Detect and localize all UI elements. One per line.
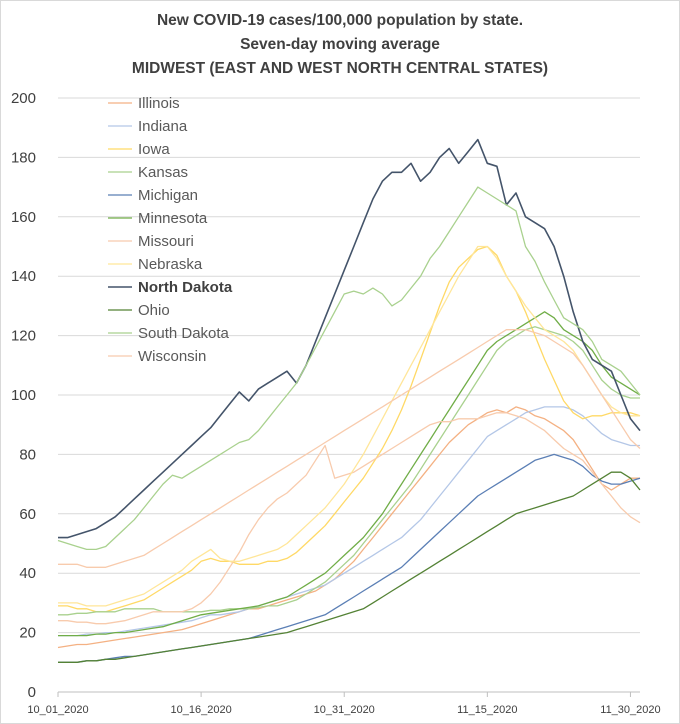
series-line-nebraska [58, 245, 640, 607]
legend-entry: Iowa [138, 141, 170, 158]
y-tick-label: 0 [28, 684, 36, 701]
legend-entry: Wisconsin [138, 348, 206, 365]
x-tick-label: 11_30_2020 [600, 704, 660, 716]
chart-region-subtitle: MIDWEST (EAST AND WEST NORTH CENTRAL STA… [131, 60, 549, 77]
legend-entry: South Dakota [138, 325, 230, 342]
y-tick-label: 180 [11, 149, 36, 166]
legend-entry: Nebraska [138, 256, 203, 273]
series-line-indiana [58, 406, 640, 637]
legend-entry: Michigan [138, 187, 198, 204]
y-tick-label: 20 [19, 625, 36, 642]
series-line-michigan [58, 453, 641, 663]
y-axis: 0 20 40 60 80 100 120 140 160 180 200 [11, 90, 36, 701]
y-tick-label: 200 [11, 90, 36, 107]
x-tick-label: 10_31_2020 [314, 704, 375, 716]
series-line-illinois [57, 406, 640, 649]
legend-entry: North Dakota [138, 279, 233, 296]
x-axis: 10_01_2020 10_16_2020 10_31_2020 11_15_2020… [27, 691, 661, 716]
legend-entry: Indiana [138, 118, 188, 135]
series-line-missouri [58, 412, 641, 625]
y-tick-label: 140 [11, 268, 36, 285]
legend-entry: Minnesota [138, 210, 208, 227]
series-line-south-dakota [57, 186, 641, 551]
legend-entry: Kansas [138, 164, 188, 181]
x-tick-label: 11_15_2020 [457, 704, 517, 716]
legend: Illinois Indiana Iowa Kansas Michigan Minneso… [108, 95, 233, 365]
y-tick-label: 80 [19, 446, 36, 463]
legend-entry: Illinois [138, 95, 180, 112]
series-line-kansas [58, 326, 640, 616]
series-line-ohio [58, 471, 641, 663]
series-lines [57, 138, 641, 663]
chart-title: New COVID-19 cases/100,000 population by… [156, 12, 524, 29]
series-line-north-dakota [58, 138, 641, 539]
series-line-minnesota [58, 311, 641, 637]
legend-entry: Missouri [138, 233, 194, 250]
legend-entry: Ohio [138, 302, 170, 319]
y-tick-label: 40 [19, 565, 36, 582]
y-tick-label: 100 [11, 387, 36, 404]
x-tick-label: 10_16_2020 [171, 704, 232, 716]
series-line-wisconsin [58, 329, 641, 568]
x-tick-label: 10_01_2020 [27, 704, 88, 716]
y-tick-label: 160 [11, 209, 36, 226]
y-tick-label: 120 [11, 328, 36, 345]
chart-subtitle: Seven-day moving average [240, 36, 440, 53]
series-line-iowa [58, 245, 641, 613]
y-tick-label: 60 [19, 506, 36, 523]
